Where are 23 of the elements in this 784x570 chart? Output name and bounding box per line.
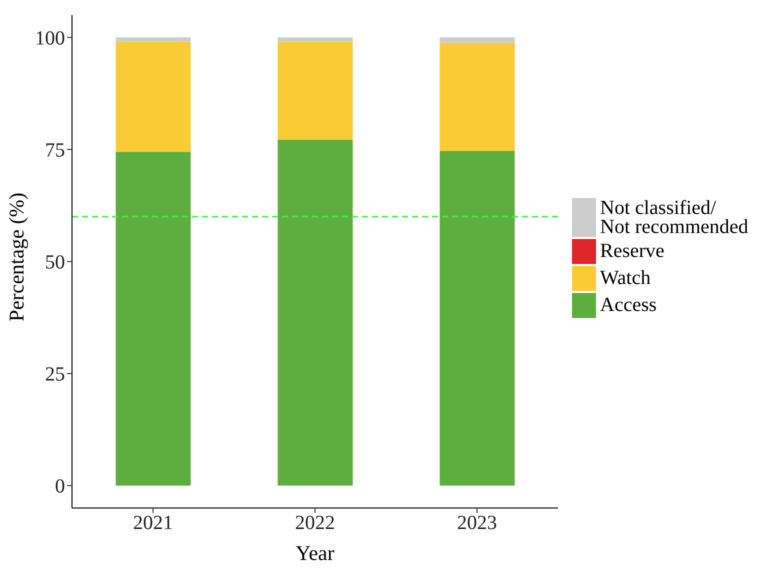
bar [440, 150, 515, 486]
x-axis-title: Year [296, 541, 334, 565]
legend-label: Watch [600, 267, 651, 289]
x-tick-label: 2022 [295, 512, 335, 534]
x-tick-label: 2021 [133, 512, 173, 534]
bar [116, 152, 191, 486]
bar [278, 140, 353, 486]
legend-label: Access [600, 294, 657, 316]
y-tick-label: 75 [45, 140, 65, 162]
y-axis-title: Percentage (%) [4, 192, 28, 322]
y-tick-label: 25 [45, 364, 65, 386]
bar [278, 42, 353, 140]
bar [440, 42, 515, 151]
x-tick-label: 2023 [457, 512, 497, 534]
legend-label: Reserve [600, 240, 664, 262]
bar [278, 37, 353, 42]
bar [440, 37, 515, 43]
y-tick-label: 0 [55, 476, 65, 498]
y-tick-label: 50 [45, 252, 65, 274]
bar [116, 37, 191, 42]
y-tick-label: 100 [35, 28, 65, 50]
legend-label: Not classified/ Not recommended [600, 196, 748, 238]
bar [116, 42, 191, 152]
